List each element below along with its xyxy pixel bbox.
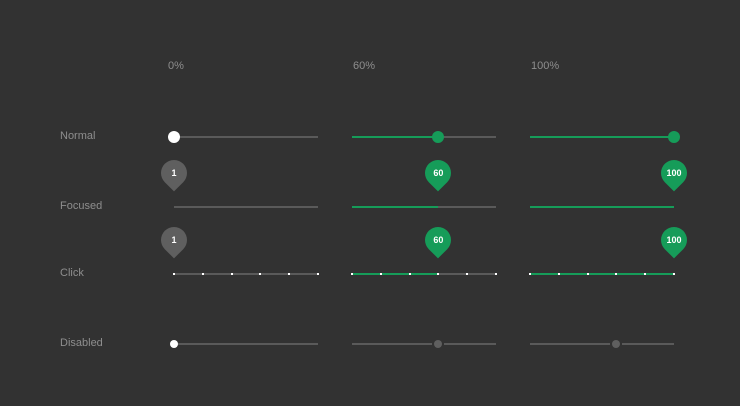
slider-focused[interactable]: 60	[352, 154, 496, 217]
value-pin-label: 100	[666, 168, 682, 178]
row-label: Click	[60, 267, 84, 279]
slider-disabled	[170, 334, 318, 354]
slider-fill	[352, 273, 439, 275]
slider-step-tick	[259, 273, 262, 275]
slider-step-tick	[557, 273, 560, 275]
column-header: 0%	[168, 60, 184, 72]
slider-step-tick	[379, 273, 382, 275]
slider-step-tick	[586, 273, 589, 275]
value-pin-label: 60	[433, 235, 444, 245]
slider-click[interactable]: 1	[155, 221, 319, 284]
slider-fill	[352, 136, 439, 138]
value-pin-label: 100	[666, 235, 682, 245]
column-header: 60%	[353, 60, 376, 72]
slider-step-tick	[615, 273, 618, 275]
slider-track	[174, 273, 318, 275]
row-label: Normal	[60, 130, 96, 142]
slider-step-tick	[230, 273, 233, 275]
slider-thumb-disabled	[170, 340, 178, 348]
row-label: Focused	[60, 200, 103, 212]
slider-step-tick	[351, 273, 353, 275]
slider-thumb[interactable]	[432, 131, 445, 143]
slider-fill	[530, 273, 674, 275]
slider-step-tick	[673, 273, 675, 275]
value-pin-label: 60	[433, 168, 444, 178]
slider-thumb[interactable]	[168, 131, 180, 143]
row-label: Disabled	[60, 337, 103, 349]
slider-step-tick	[288, 273, 291, 275]
slider-normal[interactable]	[168, 127, 318, 147]
slider-thumb-disabled	[612, 340, 621, 348]
slider-step-tick	[495, 273, 497, 275]
slider-click[interactable]: 100	[529, 221, 693, 284]
slider-step-tick	[317, 273, 319, 275]
slider-track	[530, 343, 674, 345]
slider-step-tick	[466, 273, 469, 275]
slider-disabled	[352, 334, 496, 354]
slider-step-tick	[408, 273, 411, 275]
slider-fill	[530, 206, 674, 208]
slider-click[interactable]: 60	[351, 221, 497, 284]
slider-thumb-disabled	[434, 340, 443, 348]
slider-disabled	[530, 334, 674, 354]
value-pin-label: 1	[171, 168, 177, 178]
column-header: 100%	[531, 60, 560, 72]
slider-thumb[interactable]	[668, 131, 680, 143]
slider-track	[352, 343, 496, 345]
slider-normal[interactable]	[530, 127, 680, 147]
slider-step-tick	[644, 273, 647, 275]
slider-step-tick	[437, 273, 440, 275]
slider-step-tick	[529, 273, 531, 275]
slider-focused[interactable]: 100	[530, 154, 693, 217]
slider-fill	[352, 206, 439, 208]
slider-normal[interactable]	[352, 127, 496, 147]
value-pin-label: 1	[171, 235, 177, 245]
slider-track	[174, 343, 318, 345]
slider-track	[174, 136, 318, 138]
slider-step-tick	[173, 273, 175, 275]
slider-fill	[530, 136, 674, 138]
slider-focused[interactable]: 1	[155, 154, 318, 217]
slider-step-tick	[201, 273, 204, 275]
slider-track	[174, 206, 318, 208]
